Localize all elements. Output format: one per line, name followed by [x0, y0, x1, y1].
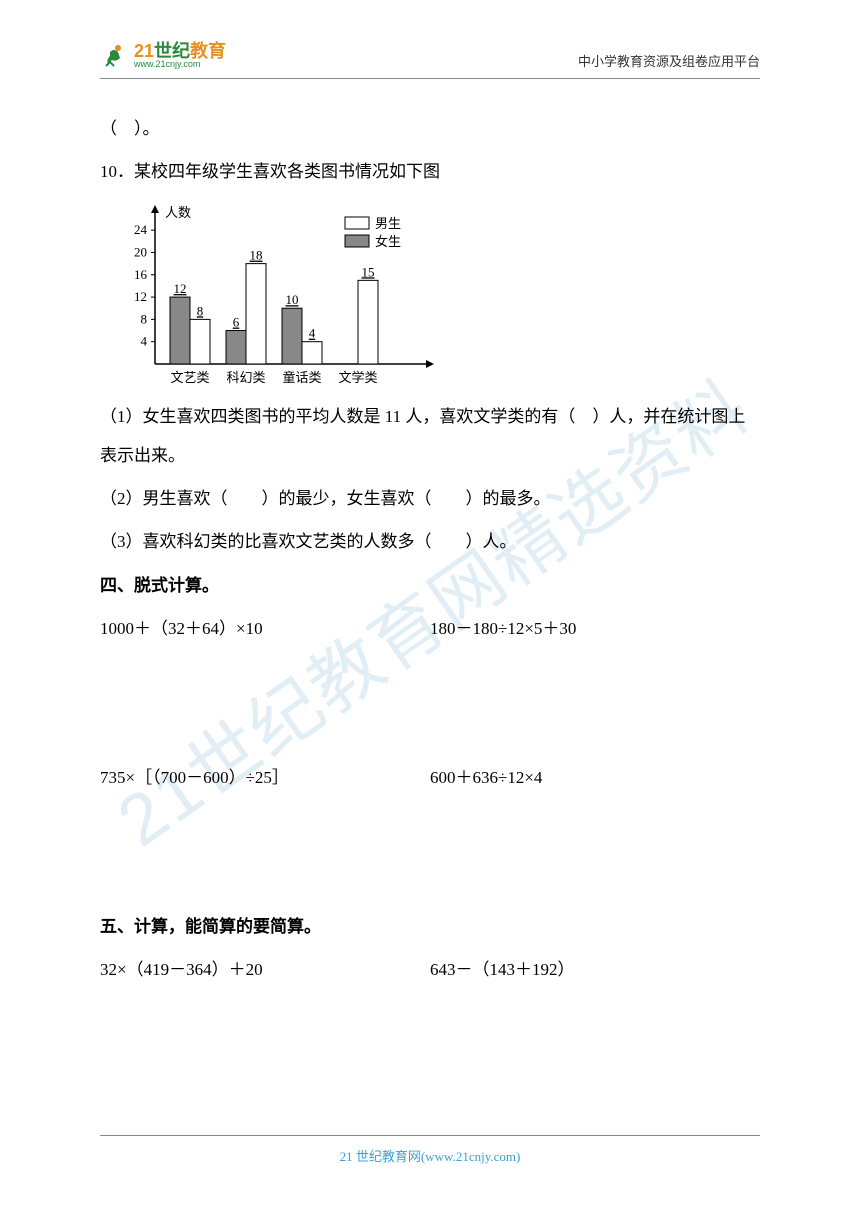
question-10: 10．某校四年级学生喜欢各类图书情况如下图 — [100, 152, 760, 191]
calc-1-right: 180－180÷12×5＋30 — [430, 609, 760, 648]
page-header: 21世纪教育 www.21cnjy.com 中小学教育资源及组卷应用平台 — [100, 0, 760, 79]
calc-1-left: 1000＋（32＋64）×10 — [100, 609, 430, 648]
svg-text:4: 4 — [309, 326, 316, 341]
spacer — [100, 648, 760, 758]
svg-text:童话类: 童话类 — [282, 370, 321, 385]
text-line: （ ）。 — [100, 109, 760, 148]
svg-text:12: 12 — [174, 281, 187, 296]
section-4-title: 四、脱式计算。 — [100, 566, 760, 605]
footer-text: 21 世纪教育网(www.21cnjy.com) — [340, 1149, 521, 1164]
calc-row-1: 1000＋（32＋64）×10 180－180÷12×5＋30 — [100, 609, 760, 648]
svg-text:12: 12 — [134, 289, 147, 304]
question-10-2: （2）男生喜欢（ ）的最少，女生喜欢（ ）的最多。 — [100, 479, 760, 518]
svg-text:15: 15 — [362, 265, 375, 280]
question-10-3: （3）喜欢科幻类的比喜欢文艺类的人数多（ ）人。 — [100, 522, 760, 561]
logo-icon — [100, 40, 130, 70]
logo-edu: 教育 — [190, 41, 226, 61]
page-footer: 21 世纪教育网(www.21cnjy.com) — [100, 1135, 760, 1166]
svg-text:女生: 女生 — [375, 234, 401, 249]
svg-text:16: 16 — [134, 267, 148, 282]
question-10-1: （1）女生喜欢四类图书的平均人数是 11 人，喜欢文学类的有（ ）人，并在统计图… — [100, 397, 760, 475]
svg-text:8: 8 — [197, 304, 204, 319]
chart-svg: 人数 4 8 12 16 20 24 男生女生 12 8 文艺类 6 18 科幻类 10 4 童话类 15 文学类 — [110, 199, 450, 389]
svg-text:8: 8 — [141, 312, 148, 327]
calc-3-left: 32×（419－364）＋20 — [100, 950, 430, 989]
section-5-title: 五、计算，能简算的要简算。 — [100, 907, 760, 946]
bar-chart: 人数 4 8 12 16 20 24 男生女生 12 8 文艺类 6 18 科幻类 10 4 童话类 15 文学类 — [110, 199, 450, 389]
svg-text:男生: 男生 — [375, 216, 401, 231]
svg-text:文艺类: 文艺类 — [170, 370, 209, 385]
calc-row-2: 735×［（700－600）÷25］ 600＋636÷12×4 — [100, 758, 760, 797]
svg-text:24: 24 — [134, 222, 148, 237]
spacer — [100, 797, 760, 907]
svg-text:4: 4 — [141, 334, 148, 349]
logo-url: www.21cnjy.com — [134, 60, 226, 69]
logo-text: 21世纪教育 www.21cnjy.com — [134, 42, 226, 69]
svg-text:人数: 人数 — [165, 205, 191, 220]
svg-text:6: 6 — [233, 315, 240, 330]
logo-century: 世纪 — [154, 41, 190, 61]
svg-text:18: 18 — [250, 248, 263, 263]
logo: 21世纪教育 www.21cnjy.com — [100, 40, 226, 70]
logo-21: 21 — [134, 41, 154, 61]
calc-row-3: 32×（419－364）＋20 643－（143＋192） — [100, 950, 760, 989]
calc-2-left: 735×［（700－600）÷25］ — [100, 758, 430, 797]
calc-2-right: 600＋636÷12×4 — [430, 758, 760, 797]
calc-3-right: 643－（143＋192） — [430, 950, 760, 989]
svg-text:科幻类: 科幻类 — [226, 370, 265, 385]
header-right-text: 中小学教育资源及组卷应用平台 — [578, 51, 760, 70]
svg-text:20: 20 — [134, 245, 147, 260]
svg-text:文学类: 文学类 — [338, 370, 377, 385]
svg-text:10: 10 — [286, 292, 299, 307]
page-content: （ ）。 10．某校四年级学生喜欢各类图书情况如下图 人数 4 8 12 16 20 24 男… — [0, 79, 860, 1009]
